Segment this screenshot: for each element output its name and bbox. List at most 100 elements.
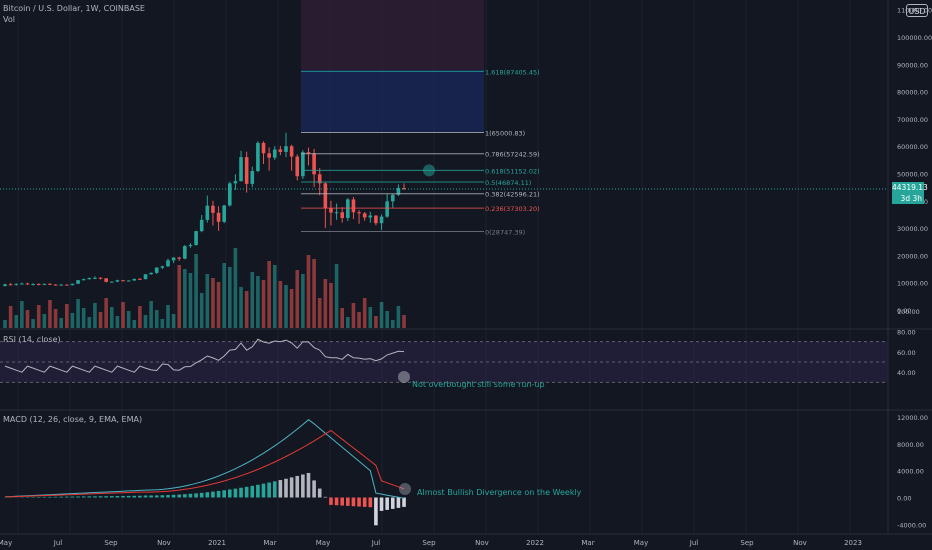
volume-bar bbox=[346, 317, 350, 328]
macd-histogram-bar bbox=[244, 486, 249, 498]
macd-tick-label: 0.00 bbox=[897, 495, 911, 503]
candle-body bbox=[368, 215, 373, 218]
candle-body bbox=[340, 212, 344, 218]
volume-bar bbox=[379, 302, 384, 328]
time-tick-label: Jul bbox=[689, 539, 699, 547]
candle-body bbox=[278, 149, 283, 152]
volume-bar bbox=[25, 310, 30, 328]
volume-bar bbox=[216, 282, 221, 328]
candle-body bbox=[104, 278, 108, 282]
macd-histogram-bar bbox=[267, 482, 271, 498]
candle-body bbox=[188, 245, 193, 247]
candle-body bbox=[379, 216, 384, 224]
volume-bar bbox=[194, 254, 198, 328]
macd-annotation: Almost Bullish Divergence on the Weekly bbox=[417, 488, 582, 497]
volume-bar bbox=[70, 313, 75, 328]
macd-histogram-bar bbox=[132, 495, 137, 498]
volume-bar bbox=[312, 259, 316, 328]
candle-body bbox=[289, 146, 294, 157]
volume-bar bbox=[368, 307, 373, 328]
macd-histogram-bar bbox=[177, 494, 182, 498]
macd-histogram-bar bbox=[239, 487, 243, 498]
candle-body bbox=[53, 284, 58, 286]
macd-histogram-bar bbox=[166, 495, 170, 498]
candle-body bbox=[149, 272, 153, 275]
candle-body bbox=[115, 280, 120, 282]
macd-histogram-bar bbox=[374, 497, 378, 526]
macd-histogram-bar bbox=[205, 492, 210, 498]
time-tick-label: May bbox=[316, 539, 330, 547]
candle-body bbox=[402, 187, 406, 190]
volume-bar bbox=[160, 319, 165, 328]
time-tick-label: Mar bbox=[581, 539, 594, 547]
rsi-annotation: Not overbought still some run-up bbox=[412, 380, 545, 389]
macd-tick-label: 12000.00 bbox=[897, 414, 928, 422]
volume-bar bbox=[188, 273, 193, 328]
volume-bar bbox=[14, 315, 19, 328]
volume-bar bbox=[362, 298, 367, 328]
candle-body bbox=[138, 278, 142, 280]
time-tick-label: Nov bbox=[157, 539, 171, 547]
macd-histogram-bar bbox=[323, 496, 328, 498]
candle-body bbox=[87, 278, 92, 280]
macd-histogram-bar bbox=[216, 490, 221, 498]
time-tick-label: 2022 bbox=[526, 539, 544, 547]
bar-countdown: 3d 3h bbox=[900, 194, 922, 203]
volume-bar bbox=[233, 248, 238, 328]
time-tick-label: Sep bbox=[422, 539, 436, 547]
candle-body bbox=[20, 283, 24, 285]
rsi-tick-label: 40.00 bbox=[897, 369, 916, 377]
candle-body bbox=[329, 208, 333, 213]
volume-bar bbox=[272, 265, 277, 328]
candle-body bbox=[126, 280, 131, 282]
candle-body bbox=[59, 284, 63, 286]
time-tick-label: Jul bbox=[53, 539, 63, 547]
candle-body bbox=[295, 156, 300, 177]
fib-level-label: 0.618(51152.02) bbox=[485, 167, 540, 175]
volume-bar bbox=[402, 315, 406, 328]
candle-body bbox=[194, 231, 198, 246]
symbol-title: Bitcoin / U.S. Dollar, 1W, COINBASE bbox=[3, 4, 145, 13]
currency-button[interactable]: USD bbox=[906, 4, 928, 17]
volume-bar bbox=[121, 302, 125, 328]
volume-bar bbox=[53, 309, 58, 328]
candle-body bbox=[312, 153, 316, 175]
volume-bar bbox=[65, 304, 69, 328]
rsi-tick-label: 60.00 bbox=[897, 349, 916, 357]
volume-bar bbox=[385, 311, 389, 328]
candle-body bbox=[109, 281, 114, 283]
candle-body bbox=[216, 212, 221, 222]
volume-bar bbox=[36, 305, 41, 328]
macd-histogram-bar bbox=[357, 497, 361, 507]
volume-bar bbox=[301, 274, 305, 328]
candle-body bbox=[65, 284, 69, 286]
macd-histogram-bar bbox=[351, 497, 356, 507]
macd-histogram-bar bbox=[278, 480, 283, 498]
macd-histogram-bar bbox=[261, 483, 266, 498]
candle-body bbox=[351, 199, 356, 213]
macd-histogram-bar bbox=[295, 475, 300, 498]
macd-histogram-bar bbox=[188, 493, 193, 498]
rsi-marker bbox=[398, 371, 410, 383]
candle-body bbox=[3, 284, 7, 286]
macd-histogram-bar bbox=[194, 493, 198, 498]
volume-bar bbox=[115, 316, 120, 328]
macd-histogram-bar bbox=[143, 495, 148, 498]
volume-bar bbox=[177, 265, 182, 328]
volume-bar bbox=[244, 291, 249, 328]
volume-bar bbox=[31, 319, 35, 328]
volume-bar bbox=[93, 303, 97, 328]
macd-histogram-bar bbox=[317, 488, 322, 498]
volume-bar bbox=[42, 314, 47, 328]
macd-tick-label: 4000.00 bbox=[897, 468, 924, 476]
candle-body bbox=[362, 213, 367, 218]
candle-body bbox=[25, 283, 30, 285]
current-price-tag: 44319.13 3d 3h bbox=[892, 182, 928, 204]
volume-bar bbox=[166, 305, 170, 328]
macd-histogram-bar bbox=[87, 496, 92, 498]
macd-histogram-bar bbox=[379, 497, 384, 511]
candle-body bbox=[183, 246, 187, 259]
candle-body bbox=[374, 215, 378, 224]
rsi-tick-label: 100.00 bbox=[897, 308, 920, 316]
macd-histogram-bar bbox=[233, 488, 238, 498]
